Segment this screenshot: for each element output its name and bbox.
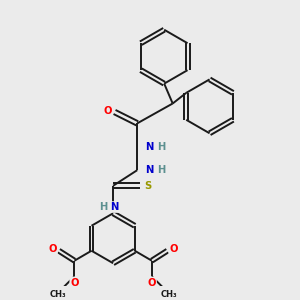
Text: S: S — [144, 181, 152, 191]
Text: H: H — [99, 202, 107, 212]
Text: H: H — [157, 142, 166, 152]
Text: O: O — [169, 244, 178, 254]
Text: O: O — [103, 106, 112, 116]
Text: CH₃: CH₃ — [160, 290, 177, 298]
Text: O: O — [70, 278, 79, 287]
Text: N: N — [145, 165, 153, 175]
Text: CH₃: CH₃ — [49, 290, 66, 298]
Text: O: O — [148, 278, 156, 287]
Text: N: N — [110, 202, 119, 212]
Text: H: H — [157, 165, 166, 175]
Text: N: N — [145, 142, 153, 152]
Text: O: O — [48, 244, 57, 254]
